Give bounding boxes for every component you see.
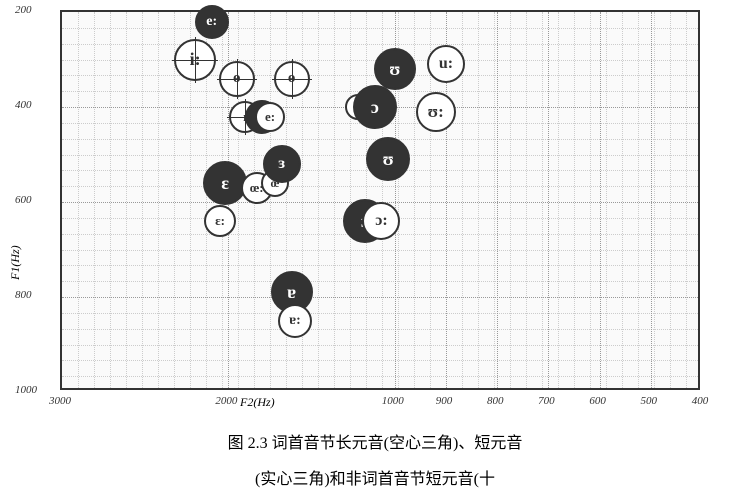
vowel-marker: ɔ: <box>362 202 400 240</box>
vowel-marker: ɔ <box>353 85 397 129</box>
y-tick-label: 600 <box>15 194 32 206</box>
y-tick-label: 800 <box>15 289 32 301</box>
vowel-label: ɔ: <box>375 212 387 230</box>
vowel-label: ɜ <box>278 155 285 173</box>
vowel-label: ʊ <box>383 149 394 170</box>
vowel-marker: ɵ <box>274 61 310 97</box>
vowel-marker: ʊ: <box>416 92 456 132</box>
x-axis-title: F2(Hz) <box>240 395 275 410</box>
vowel-label: e: <box>206 14 217 30</box>
x-tick-label: 3000 <box>49 395 71 407</box>
figure-caption-line2: (实心三角)和非词首音节短元音(十 <box>0 465 750 489</box>
y-tick-label: 400 <box>15 99 32 111</box>
vowel-label: ɔ <box>371 97 379 118</box>
vowel-label: ɵ <box>288 70 296 87</box>
vowel-label: ʊ: <box>428 102 444 122</box>
vowel-label: u: <box>439 55 453 73</box>
vowel-label: ɛ <box>221 173 229 194</box>
vowel-marker: ʊ <box>374 48 416 90</box>
vowel-marker: i: <box>174 39 216 81</box>
vowel-marker: ʊ <box>366 137 410 181</box>
x-tick-label: 2000 <box>215 395 237 407</box>
vowel-marker: ɜ <box>263 145 301 183</box>
x-tick-label: 400 <box>692 395 709 407</box>
vowel-marker: u: <box>427 45 465 83</box>
vowel-label: ɵ <box>233 70 241 87</box>
y-axis-title: F1(Hz) <box>8 245 23 280</box>
x-tick-label: 500 <box>641 395 658 407</box>
vowel-marker: e: <box>255 102 285 132</box>
y-tick-label: 200 <box>15 4 32 16</box>
vowel-label: e: <box>265 109 275 125</box>
vowel-label: ɐ: <box>289 313 301 329</box>
vowel-marker: ɛ: <box>204 205 236 237</box>
vowel-marker: ɵ <box>219 61 255 97</box>
x-tick-label: 800 <box>487 395 504 407</box>
vowel-marker: e: <box>195 5 229 39</box>
figure-caption-line1: 图 2.3 词首音节长元音(空心三角)、短元音 <box>0 430 750 459</box>
x-tick-label: 1000 <box>382 395 404 407</box>
vowel-marker: ɐ: <box>278 304 312 338</box>
y-tick-label: 1000 <box>15 384 37 396</box>
vowel-chart: i:e:ɪəe:ɵɵɛɛ:œ:œɜɐɐ:o:ɔʊu:ʊ:ʊɔɔ: <box>60 10 700 390</box>
vowel-label: i: <box>190 49 201 70</box>
vowel-label: ʊ <box>389 59 400 80</box>
vowel-label: ɛ: <box>215 213 225 229</box>
x-tick-label: 900 <box>436 395 453 407</box>
x-tick-label: 700 <box>538 395 555 407</box>
vowel-label: ɐ <box>287 282 296 303</box>
x-tick-label: 600 <box>589 395 606 407</box>
